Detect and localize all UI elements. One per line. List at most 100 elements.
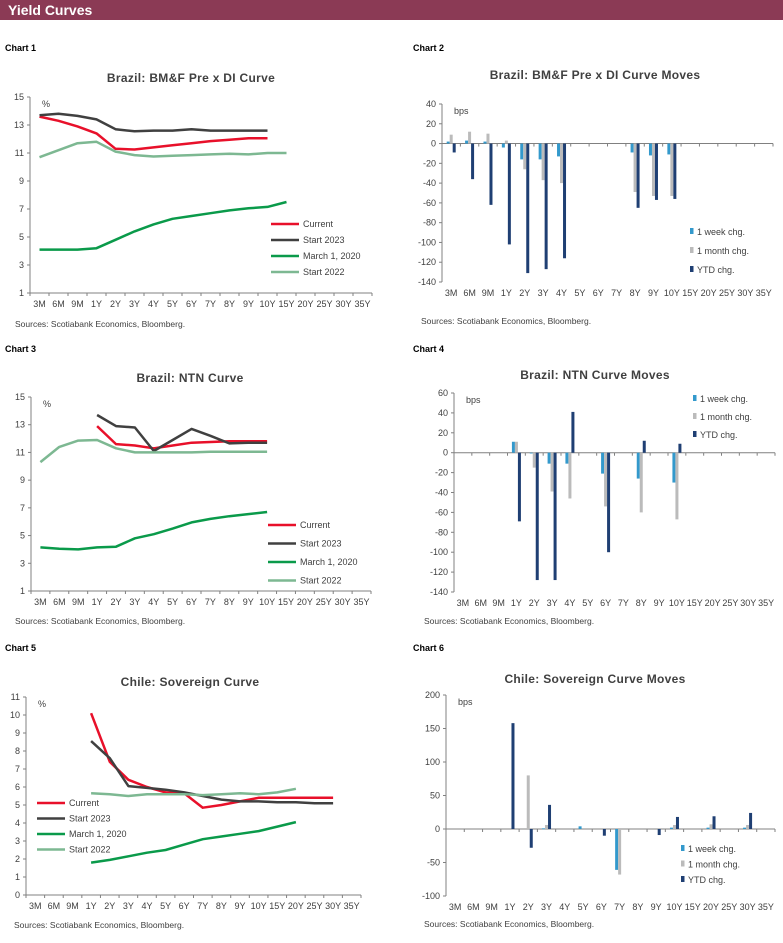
x-tick-label: 2Y bbox=[110, 299, 121, 309]
bar-ytd-chg- bbox=[678, 443, 682, 453]
x-tick-label: 25Y bbox=[722, 598, 738, 608]
bar-1-month-chg- bbox=[504, 140, 508, 144]
x-tick-label: 9Y bbox=[654, 598, 665, 608]
bar-1-week-chg- bbox=[648, 143, 652, 156]
legend-label: YTD chg. bbox=[697, 265, 735, 275]
bar-ytd-chg- bbox=[636, 143, 640, 208]
y-tick-label: -100 bbox=[430, 547, 448, 557]
x-tick-label: 25Y bbox=[316, 299, 332, 309]
bar-1-month-chg- bbox=[670, 143, 674, 196]
y-tick-label: 11 bbox=[15, 148, 24, 158]
chart-6-source: Sources: Scotiabank Economics, Bloomberg… bbox=[424, 919, 595, 929]
x-tick-label: 3Y bbox=[129, 597, 140, 607]
bar-1-week-chg- bbox=[669, 827, 673, 829]
legend-label: Start 2023 bbox=[303, 235, 345, 245]
y-tick-label: 100 bbox=[425, 757, 440, 767]
x-tick-label: 10Y bbox=[666, 902, 682, 912]
series-line-current bbox=[39, 115, 268, 151]
x-tick-label: 2Y bbox=[104, 901, 115, 911]
x-tick-label: 35Y bbox=[354, 597, 370, 607]
x-tick-label: 10Y bbox=[259, 299, 275, 309]
x-tick-label: 4Y bbox=[564, 598, 575, 608]
y-tick-label: -140 bbox=[418, 277, 436, 287]
series-line-start-2022 bbox=[39, 438, 268, 464]
bar-1-month-chg- bbox=[675, 452, 679, 520]
chart-5-label: Chart 5 bbox=[5, 643, 37, 653]
bar-1-month-chg- bbox=[709, 824, 713, 829]
x-tick-label: 3Y bbox=[129, 299, 140, 309]
legend-swatch bbox=[693, 395, 697, 401]
y-tick-label: 15 bbox=[15, 392, 25, 402]
x-tick-label: 2Y bbox=[523, 902, 534, 912]
legend-label: 1 month chg. bbox=[700, 412, 752, 422]
chart-4-title: Brazil: NTN Curve Moves bbox=[520, 368, 670, 382]
x-tick-label: 20Y bbox=[297, 597, 313, 607]
chart-1-label: Chart 1 bbox=[5, 43, 37, 53]
x-tick-label: 6Y bbox=[593, 288, 604, 298]
y-tick-label: 200 bbox=[425, 690, 440, 700]
bar-1-month-chg- bbox=[545, 824, 549, 829]
bar-1-week-chg- bbox=[538, 143, 542, 160]
bar-1-week-chg- bbox=[501, 143, 505, 148]
bar-1-month-chg- bbox=[746, 824, 750, 829]
bar-ytd-chg- bbox=[642, 440, 646, 453]
y-tick-label: -40 bbox=[435, 488, 448, 498]
x-tick-label: 15Y bbox=[278, 299, 294, 309]
bar-1-week-chg- bbox=[529, 452, 533, 454]
x-tick-label: 9M bbox=[485, 902, 498, 912]
bar-ytd-chg- bbox=[511, 723, 515, 829]
x-tick-label: 4Y bbox=[559, 902, 570, 912]
y-tick-label: 50 bbox=[430, 791, 440, 801]
y-tick-label: 0 bbox=[15, 890, 20, 900]
x-tick-label: 2Y bbox=[529, 598, 540, 608]
y-tick-label: 5 bbox=[15, 800, 20, 810]
series-line-current bbox=[89, 712, 334, 809]
chart-6: -100 -50 0 50 100 150 200 bps 3M 6M 9M 1Y 2Y 3Y 4Y 5Y 6Y… bbox=[422, 690, 776, 912]
bar-1-week-chg- bbox=[672, 452, 676, 483]
series-line-start-2022 bbox=[39, 140, 287, 159]
x-tick-label: 35Y bbox=[344, 901, 360, 911]
x-tick-label: 5Y bbox=[160, 901, 171, 911]
x-tick-label: 8Y bbox=[224, 597, 235, 607]
y-tick-label: -100 bbox=[418, 237, 436, 247]
series-line-march-1-2020 bbox=[39, 200, 287, 251]
bar-1-month-chg- bbox=[604, 452, 608, 507]
x-tick-label: 5Y bbox=[167, 597, 178, 607]
y-tick-label: -120 bbox=[418, 257, 436, 267]
y-tick-label: 1 bbox=[20, 586, 25, 596]
x-tick-label: 4Y bbox=[556, 288, 567, 298]
legend-label: Start 2022 bbox=[303, 267, 345, 277]
x-tick-label: 15Y bbox=[278, 597, 294, 607]
x-tick-label: 30Y bbox=[335, 299, 351, 309]
bar-ytd-chg- bbox=[535, 452, 539, 581]
chart-5-source: Sources: Scotiabank Economics, Bloomberg… bbox=[14, 920, 185, 930]
y-tick-label: 13 bbox=[15, 420, 25, 430]
unit-label: % bbox=[43, 399, 51, 409]
bar-1-week-chg- bbox=[630, 143, 634, 153]
x-tick-label: 6Y bbox=[179, 901, 190, 911]
x-tick-label: 6M bbox=[48, 901, 61, 911]
y-tick-label: 13 bbox=[14, 120, 24, 130]
y-tick-label: 20 bbox=[438, 428, 448, 438]
x-tick-label: 35Y bbox=[758, 598, 774, 608]
y-tick-label: 9 bbox=[15, 728, 20, 738]
legend-label: March 1, 2020 bbox=[303, 251, 361, 261]
x-tick-label: 5Y bbox=[582, 598, 593, 608]
bar-ytd-chg- bbox=[548, 804, 552, 829]
x-tick-label: 9Y bbox=[235, 901, 246, 911]
x-tick-label: 25Y bbox=[306, 901, 322, 911]
x-tick-label: 9Y bbox=[651, 902, 662, 912]
x-tick-label: 6Y bbox=[600, 598, 611, 608]
legend-swatch bbox=[681, 845, 685, 851]
x-tick-label: 1Y bbox=[92, 597, 103, 607]
bar-1-month-chg- bbox=[541, 143, 545, 181]
y-tick-label: 1 bbox=[19, 288, 24, 298]
bar-1-month-chg- bbox=[449, 134, 453, 144]
x-tick-label: 9M bbox=[71, 299, 84, 309]
bar-1-week-chg- bbox=[511, 441, 515, 453]
x-tick-label: 3Y bbox=[123, 901, 134, 911]
y-tick-label: -20 bbox=[435, 468, 448, 478]
x-tick-label: 3M bbox=[457, 598, 470, 608]
y-tick-label: 2 bbox=[15, 854, 20, 864]
bar-1-month-chg- bbox=[672, 824, 676, 829]
